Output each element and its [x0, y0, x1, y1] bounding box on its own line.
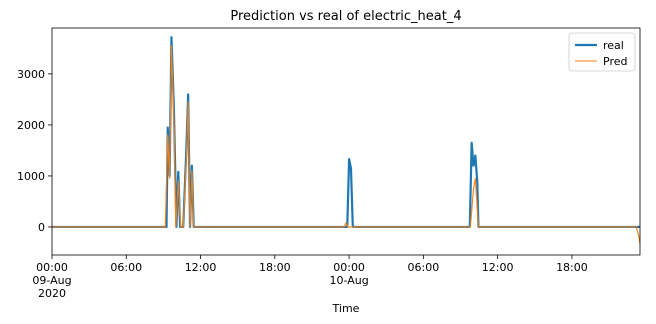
x-tick-date-label: 10-Aug [329, 274, 368, 287]
x-tick-label: 00:00 [36, 261, 68, 274]
y-tick-label: 3000 [17, 68, 45, 81]
x-tick-label: 06:00 [408, 261, 440, 274]
legend-label-pred: Pred [603, 55, 627, 68]
x-tick-label: 18:00 [259, 261, 291, 274]
x-axis-label: Time [332, 302, 360, 315]
x-tick-date-label: 09-Aug [32, 274, 71, 287]
x-tick-label: 06:00 [110, 261, 142, 274]
y-tick-label: 1000 [17, 170, 45, 183]
series-line-pred [52, 45, 640, 244]
x-tick-label: 12:00 [185, 261, 217, 274]
axes-frame [51, 27, 641, 256]
chart-title: Prediction vs real of electric_heat_4 [230, 9, 461, 24]
series-line-real [52, 36, 640, 229]
x-tick-label: 12:00 [482, 261, 514, 274]
y-tick-label: 2000 [17, 119, 45, 132]
legend: real Pred [568, 32, 636, 72]
x-tick-year-label: 2020 [38, 287, 66, 300]
x-tick-label: 18:00 [556, 261, 588, 274]
plot-area [52, 36, 640, 244]
legend-label-real: real [603, 39, 624, 52]
y-tick-label: 0 [38, 221, 45, 234]
y-axis: 0 1000 2000 3000 [17, 68, 52, 234]
x-tick-label: 00:00 [333, 261, 365, 274]
